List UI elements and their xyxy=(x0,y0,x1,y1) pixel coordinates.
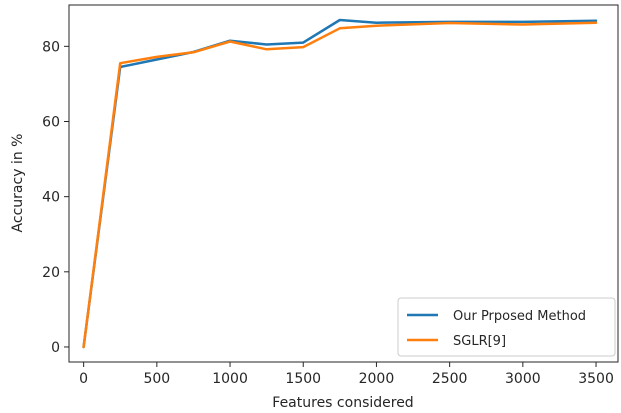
x-axis-label: Features considered xyxy=(272,395,413,411)
legend: Our Prposed Method SGLR[9] xyxy=(397,297,616,357)
series-line-0 xyxy=(82,18,598,349)
series-lines xyxy=(82,18,598,349)
y-tick-label: 80 xyxy=(42,39,60,55)
x-tick-label: 3000 xyxy=(505,371,541,387)
series-line-1 xyxy=(82,21,598,349)
y-tick-label: 0 xyxy=(51,340,60,356)
x-tick-label: 0 xyxy=(79,371,88,387)
x-tick-label: 500 xyxy=(143,371,170,387)
y-tick-label: 40 xyxy=(42,190,60,206)
y-axis: 0 20 40 60 80 xyxy=(42,39,69,356)
y-tick-label: 60 xyxy=(42,114,60,130)
x-tick-label: 2500 xyxy=(432,371,468,387)
x-tick-label: 1500 xyxy=(285,371,321,387)
legend-label-sglr: SGLR[9] xyxy=(453,334,506,349)
y-axis-label: Accuracy in % xyxy=(10,134,26,233)
x-tick-label: 3500 xyxy=(578,371,614,387)
x-tick-label: 1000 xyxy=(212,371,248,387)
legend-label-our-method: Our Prposed Method xyxy=(453,309,586,324)
legend-box xyxy=(397,297,616,357)
x-axis: 0 500 1000 1500 2000 2500 3000 3500 xyxy=(79,362,614,387)
y-tick-label: 20 xyxy=(42,265,60,281)
x-tick-label: 2000 xyxy=(359,371,395,387)
